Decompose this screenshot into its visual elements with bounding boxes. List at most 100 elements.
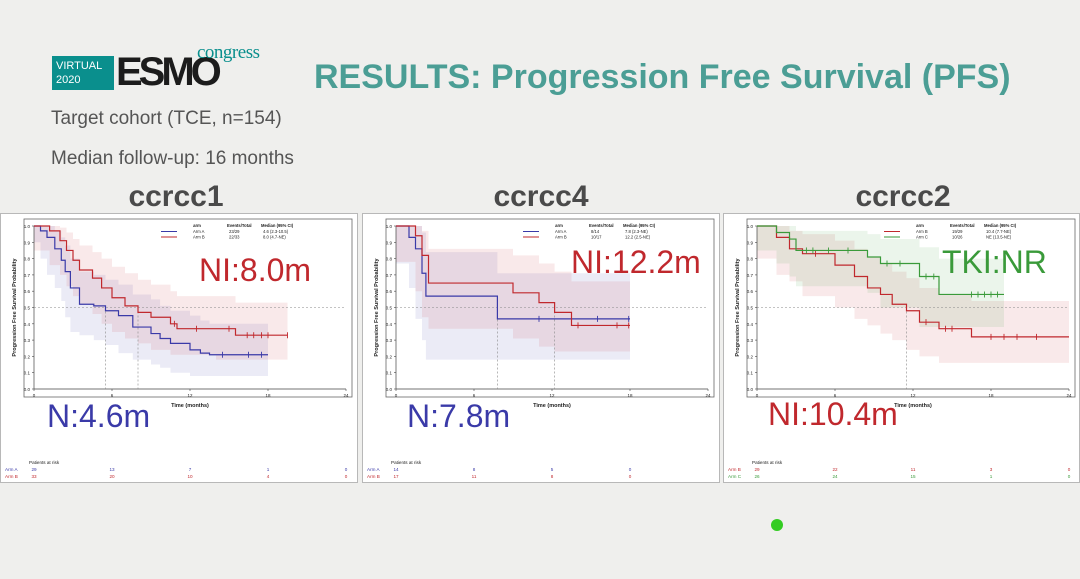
y-tick-label: 0.4 [386, 322, 393, 327]
x-tick-label: 0 [395, 393, 398, 398]
at-risk-value: 10 [187, 474, 193, 479]
y-tick-label: 0.9 [747, 240, 754, 245]
at-risk-value: 17 [393, 474, 399, 479]
km-curve-arm-a [396, 225, 630, 320]
median-label-ni: NI:8.0m [199, 252, 312, 288]
panel-title-ccrcc2: ccrcc2 [855, 180, 951, 213]
at-risk-value: 13 [109, 467, 115, 472]
at-risk-value: 11 [472, 474, 477, 479]
km-chart-ccrcc1: 0.0 0.1 0.2 0.3 0.4 0.5 0.6 0.7 0.8 0.9 1.0 0 6 12 18 2… [5, 218, 353, 479]
y-tick-label: 0.3 [386, 338, 393, 343]
median-label-tki: TKI:NR [942, 244, 1047, 280]
x-tick-label: 12 [549, 393, 555, 398]
at-risk-arm: Arm C [728, 474, 742, 479]
at-risk-value: 1 [990, 474, 993, 479]
y-tick-label: 0.0 [747, 387, 754, 392]
legend-median: NE (13.5-NE) [986, 235, 1012, 240]
x-tick-label: 24 [1066, 393, 1072, 398]
plot-frame [385, 218, 715, 398]
y-tick-label: 0.5 [24, 306, 31, 311]
km-curve-arm-c [757, 225, 1004, 296]
at-risk-arm: Arm A [367, 467, 380, 472]
at-risk-value: 15 [910, 474, 916, 479]
legend-arm: Arm B [916, 229, 928, 234]
y-tick-label: 0.5 [747, 306, 754, 311]
y-tick-label: 0.1 [747, 371, 754, 376]
slide-title: RESULTS: Progression Free Survival (PFS) [314, 58, 1011, 96]
y-tick-label: 0.8 [386, 257, 393, 262]
km-curve-arm-a [34, 225, 268, 356]
at-risk-value: 24 [832, 474, 838, 479]
km-curve-arm-b [34, 225, 288, 336]
legend-header-events: Events/Total [950, 223, 975, 228]
at-risk-value: 29 [31, 467, 37, 472]
y-tick-label: 0.2 [747, 354, 754, 359]
x-tick-label: 18 [265, 393, 271, 398]
at-risk-value: 14 [393, 467, 399, 472]
legend-events: 8/14 [591, 229, 600, 234]
legend-median: 12.2 (2.5-NE) [625, 235, 651, 240]
y-tick-label: 0.6 [747, 289, 754, 294]
legend-header-median: Median (95% CI) [984, 223, 1017, 228]
median-label-ni: NI:12.2m [571, 244, 701, 280]
logo-virtual-badge: VIRTUAL 2020 [52, 56, 114, 90]
y-tick-label: 1.0 [386, 224, 393, 229]
x-axis-label: Time (months) [171, 403, 209, 409]
at-risk-value: 0 [1068, 467, 1071, 472]
y-tick-label: 0.6 [24, 289, 31, 294]
legend-events: 22/33 [229, 235, 240, 240]
y-tick-label: 0.8 [24, 257, 31, 262]
ci-band-arm-c [757, 226, 1004, 328]
km-chart-ccrcc4: 0.0 0.1 0.2 0.3 0.4 0.5 0.6 0.7 0.8 0.9 1.0 0 6 12 18 2… [367, 218, 715, 479]
y-tick-label: 0.7 [24, 273, 31, 278]
at-risk-label: Patients at risk [391, 460, 422, 465]
panel-title-ccrcc4: ccrcc4 [493, 180, 589, 213]
x-tick-label: 6 [834, 393, 837, 398]
y-tick-label: 0.2 [24, 354, 31, 359]
legend-header-median: Median (95% CI) [623, 223, 656, 228]
legend-arm: Arm A [555, 229, 567, 234]
at-risk-value: 29 [754, 467, 760, 472]
y-tick-label: 0.5 [386, 306, 393, 311]
y-tick-label: 0.3 [24, 338, 31, 343]
y-axis-label: Progression Free Survival Probability [735, 258, 741, 357]
at-risk-value: 4 [267, 474, 270, 479]
y-tick-label: 1.0 [747, 224, 754, 229]
legend-header-events: Events/Total [589, 223, 614, 228]
at-risk-value: 33 [31, 474, 37, 479]
y-tick-label: 0.7 [747, 273, 754, 278]
x-tick-label: 12 [910, 393, 916, 398]
y-tick-label: 0.7 [386, 273, 393, 278]
logo-year-text: 2020 [56, 74, 81, 86]
legend-header-median: Median (95% CI) [261, 223, 294, 228]
at-risk-value: 0 [1068, 474, 1071, 479]
legend-median: 10.4 (7.7-NE) [986, 229, 1012, 234]
at-risk-value: 0 [345, 467, 348, 472]
median-label-n: N:4.6m [47, 398, 151, 434]
y-tick-label: 0.0 [386, 387, 393, 392]
legend-events: 10/17 [591, 235, 602, 240]
x-tick-label: 18 [988, 393, 994, 398]
at-risk-label: Patients at risk [29, 460, 60, 465]
y-tick-label: 0.6 [386, 289, 393, 294]
at-risk-value: 1 [267, 467, 270, 472]
km-curve-arm-b [396, 225, 630, 327]
logo-esmo-letters: ESMO [116, 50, 222, 94]
esmo-virtual-2020-logo: VIRTUAL 2020 ESMO congress [52, 42, 282, 96]
legend-header-arm: arm [916, 223, 924, 228]
pointer-dot [771, 519, 783, 531]
at-risk-value: 5 [551, 467, 554, 472]
at-risk-value: 3 [990, 467, 993, 472]
at-risk-label: Patients at risk [752, 460, 783, 465]
legend-arm: Arm B [193, 235, 205, 240]
plot-frame [746, 218, 1076, 398]
km-panel-ccrcc2: 0.0 0.1 0.2 0.3 0.4 0.5 0.6 0.7 0.8 0.9 1.0 0 6 12 18 2… [723, 213, 1080, 483]
at-risk-value: 0 [629, 474, 632, 479]
logo-congress-text: congress [197, 42, 260, 63]
followup-text: Median follow-up: 16 months [51, 148, 294, 169]
x-tick-label: 0 [756, 393, 759, 398]
ci-band-arm-b [34, 226, 288, 360]
y-tick-label: 1.0 [24, 224, 31, 229]
x-tick-label: 12 [187, 393, 193, 398]
legend-events: 19/29 [952, 229, 963, 234]
